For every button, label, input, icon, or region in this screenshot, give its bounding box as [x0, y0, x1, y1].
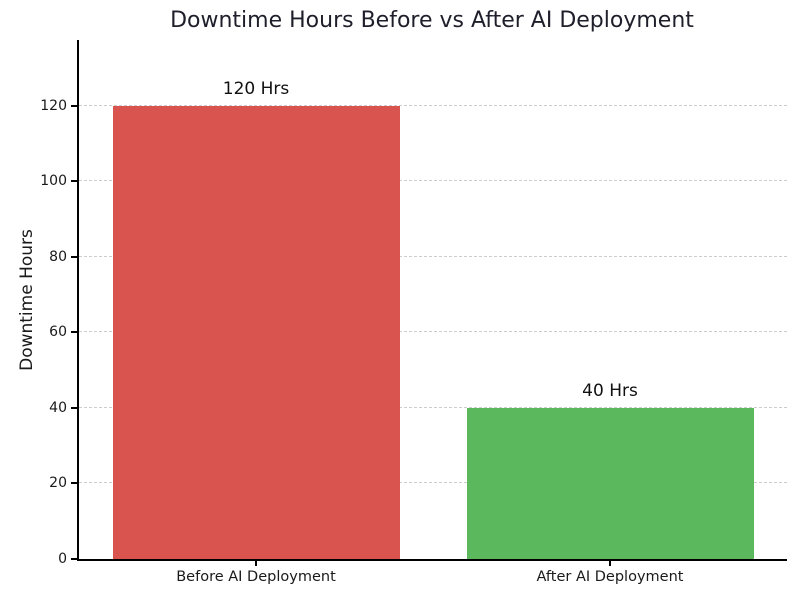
y-tick-mark: [71, 104, 79, 107]
y-tick-label: 0: [58, 551, 67, 567]
bar-value-label: 40 Hrs: [582, 380, 638, 401]
y-tick-label: 120: [40, 97, 67, 114]
gridline-y-100: [79, 180, 787, 182]
bar-value-label: 120 Hrs: [222, 78, 290, 99]
x-tick-mark: [609, 559, 611, 566]
gridline-y-120: [79, 104, 787, 106]
plot-area: 0 20 40 60 80 100 120 120 Hrs Before AI Deployme…: [40, 40, 787, 585]
y-tick-mark: [71, 558, 79, 560]
chart-title: Downtime Hours Before vs After AI Deploy…: [170, 8, 694, 33]
y-tick-mark: [71, 482, 79, 485]
y-tick-label: 80: [49, 248, 67, 265]
bar-before: [112, 105, 400, 559]
y-tick-label: 40: [49, 399, 67, 416]
gridline-y-80: [79, 255, 787, 257]
y-tick-mark: [71, 331, 79, 334]
x-tick-label: After AI Deployment: [536, 569, 684, 585]
y-tick-mark: [71, 406, 79, 409]
gridline-y-60: [79, 331, 787, 333]
y-tick-label: 60: [49, 324, 67, 341]
x-tick-label: Before AI Deployment: [176, 569, 336, 585]
bar-after: [466, 407, 754, 559]
x-tick-mark: [255, 559, 257, 566]
y-tick-label: 100: [40, 173, 67, 190]
y-tick-label: 20: [49, 475, 67, 492]
y-tick-mark: [71, 180, 79, 183]
y-tick-mark: [71, 255, 79, 258]
gridline-y-40: [79, 406, 787, 408]
gridline-y-20: [79, 482, 787, 484]
